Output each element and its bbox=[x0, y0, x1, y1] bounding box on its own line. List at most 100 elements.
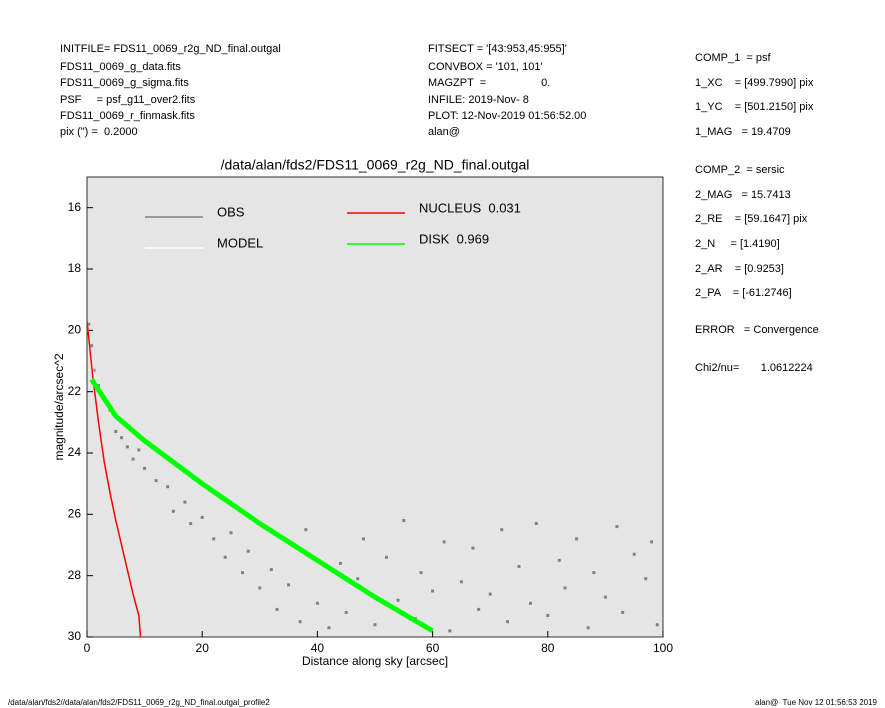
data-point bbox=[258, 586, 262, 590]
legend-label: NUCLEUS 0.031 bbox=[419, 200, 521, 215]
info-line: INITFILE= FDS11_0069_r2g_ND_final.outgal bbox=[60, 43, 281, 55]
x-tick-label: 20 bbox=[196, 641, 210, 655]
data-point bbox=[90, 344, 94, 348]
chart-title: /data/alan/fds2/FDS11_0069_r2g_ND_final.… bbox=[221, 157, 530, 173]
y-tick-label: 16 bbox=[68, 200, 82, 214]
data-point bbox=[229, 531, 233, 535]
data-point bbox=[615, 525, 619, 529]
data-point bbox=[649, 540, 653, 544]
data-point bbox=[269, 568, 273, 572]
data-point bbox=[241, 571, 245, 575]
data-point bbox=[373, 623, 377, 627]
data-point bbox=[563, 586, 567, 590]
info-line: Chi2/nu= 1.0612224 bbox=[695, 362, 813, 374]
data-point bbox=[287, 583, 291, 587]
data-point bbox=[477, 607, 481, 611]
x-tick-label: 60 bbox=[426, 641, 440, 655]
y-tick-label: 20 bbox=[68, 323, 82, 337]
data-point bbox=[655, 623, 659, 627]
data-point bbox=[327, 626, 331, 630]
y-tick-label: 22 bbox=[68, 384, 82, 398]
data-point bbox=[505, 620, 509, 624]
data-point bbox=[546, 614, 550, 618]
info-line: 2_AR = [0.9253] bbox=[695, 263, 784, 275]
data-point bbox=[402, 518, 406, 522]
line-series bbox=[87, 321, 142, 637]
data-point bbox=[442, 540, 446, 544]
data-point bbox=[344, 610, 348, 614]
data-point bbox=[557, 558, 561, 562]
data-point bbox=[448, 629, 452, 633]
y-tick-label: 18 bbox=[68, 261, 82, 275]
data-point bbox=[120, 436, 124, 440]
data-point bbox=[166, 485, 170, 489]
info-line: 1_XC = [499.7990] pix bbox=[695, 77, 814, 89]
info-line: FDS11_0069_g_sigma.fits bbox=[60, 77, 189, 89]
data-point bbox=[246, 549, 250, 553]
x-tick-label: 80 bbox=[541, 641, 555, 655]
info-line: 1_MAG = 19.4709 bbox=[695, 126, 791, 138]
data-point bbox=[517, 564, 521, 568]
info-line: PLOT: 12-Nov-2019 01:56:52.00 bbox=[428, 110, 586, 122]
info-line: FDS11_0069_g_data.fits bbox=[60, 61, 181, 73]
info-line: FITSECT = '[43:953,45:955]' bbox=[428, 43, 567, 55]
footer-right: alan@ Tue Nov 12 01:56:53 2019 bbox=[755, 698, 878, 707]
info-line: 2_MAG = 15.7413 bbox=[695, 189, 791, 201]
info-line: PSF = psf_g11_over2.fits bbox=[60, 94, 196, 106]
plot-content bbox=[87, 321, 659, 637]
data-point bbox=[488, 592, 492, 596]
data-point bbox=[338, 561, 342, 565]
data-point bbox=[385, 555, 389, 559]
data-point bbox=[131, 457, 135, 461]
data-point bbox=[361, 537, 365, 541]
info-line: FDS11_0069_r_finmask.fits bbox=[60, 110, 195, 122]
info-line: 2_RE = [59.1647] pix bbox=[695, 213, 808, 225]
data-point bbox=[586, 626, 590, 630]
data-point bbox=[621, 610, 625, 614]
y-axis-label: magnitude/arcsec^2 bbox=[52, 353, 66, 460]
line-series bbox=[89, 378, 434, 634]
data-point bbox=[356, 577, 360, 581]
data-point bbox=[137, 448, 141, 452]
data-point bbox=[125, 445, 129, 449]
data-point bbox=[500, 528, 504, 532]
data-point bbox=[212, 537, 216, 541]
data-point bbox=[189, 522, 193, 526]
data-point bbox=[534, 522, 538, 526]
data-point bbox=[575, 537, 579, 541]
x-tick-label: 0 bbox=[84, 641, 91, 655]
data-point bbox=[200, 515, 204, 519]
y-tick-label: 24 bbox=[68, 445, 82, 459]
data-point bbox=[592, 571, 596, 575]
info-line: CONVBOX = '101, 101' bbox=[428, 61, 543, 73]
data-point bbox=[471, 546, 475, 550]
data-point bbox=[298, 620, 302, 624]
data-point bbox=[223, 555, 227, 559]
data-point bbox=[143, 466, 147, 470]
data-point bbox=[114, 430, 118, 434]
info-line: ERROR = Convergence bbox=[695, 324, 819, 336]
y-tick-label: 26 bbox=[68, 507, 82, 521]
data-point bbox=[632, 552, 636, 556]
data-point bbox=[644, 577, 648, 581]
data-point bbox=[87, 322, 91, 326]
data-point bbox=[92, 368, 96, 372]
info-line: MAGZPT = 0. bbox=[428, 77, 550, 89]
info-line: COMP_2 = sersic bbox=[695, 164, 785, 176]
info-line: INFILE: 2019-Nov- 8 bbox=[428, 94, 529, 106]
data-point bbox=[529, 601, 533, 605]
info-line: COMP_1 = psf bbox=[695, 52, 771, 64]
plot-area bbox=[86, 176, 664, 638]
footer-left: /data/alan/fds2//data/alan/fds2/FDS11_00… bbox=[8, 698, 270, 707]
x-tick-label: 40 bbox=[311, 641, 325, 655]
legend-label: OBS bbox=[217, 204, 245, 219]
x-tick-label: 100 bbox=[653, 641, 673, 655]
x-axis-label: Distance along sky [arcsec] bbox=[302, 654, 448, 668]
data-point bbox=[275, 607, 279, 611]
data-point bbox=[603, 595, 607, 599]
data-point bbox=[396, 598, 400, 602]
legend-label: MODEL bbox=[217, 235, 263, 250]
data-point bbox=[459, 580, 463, 584]
data-point bbox=[431, 589, 435, 593]
